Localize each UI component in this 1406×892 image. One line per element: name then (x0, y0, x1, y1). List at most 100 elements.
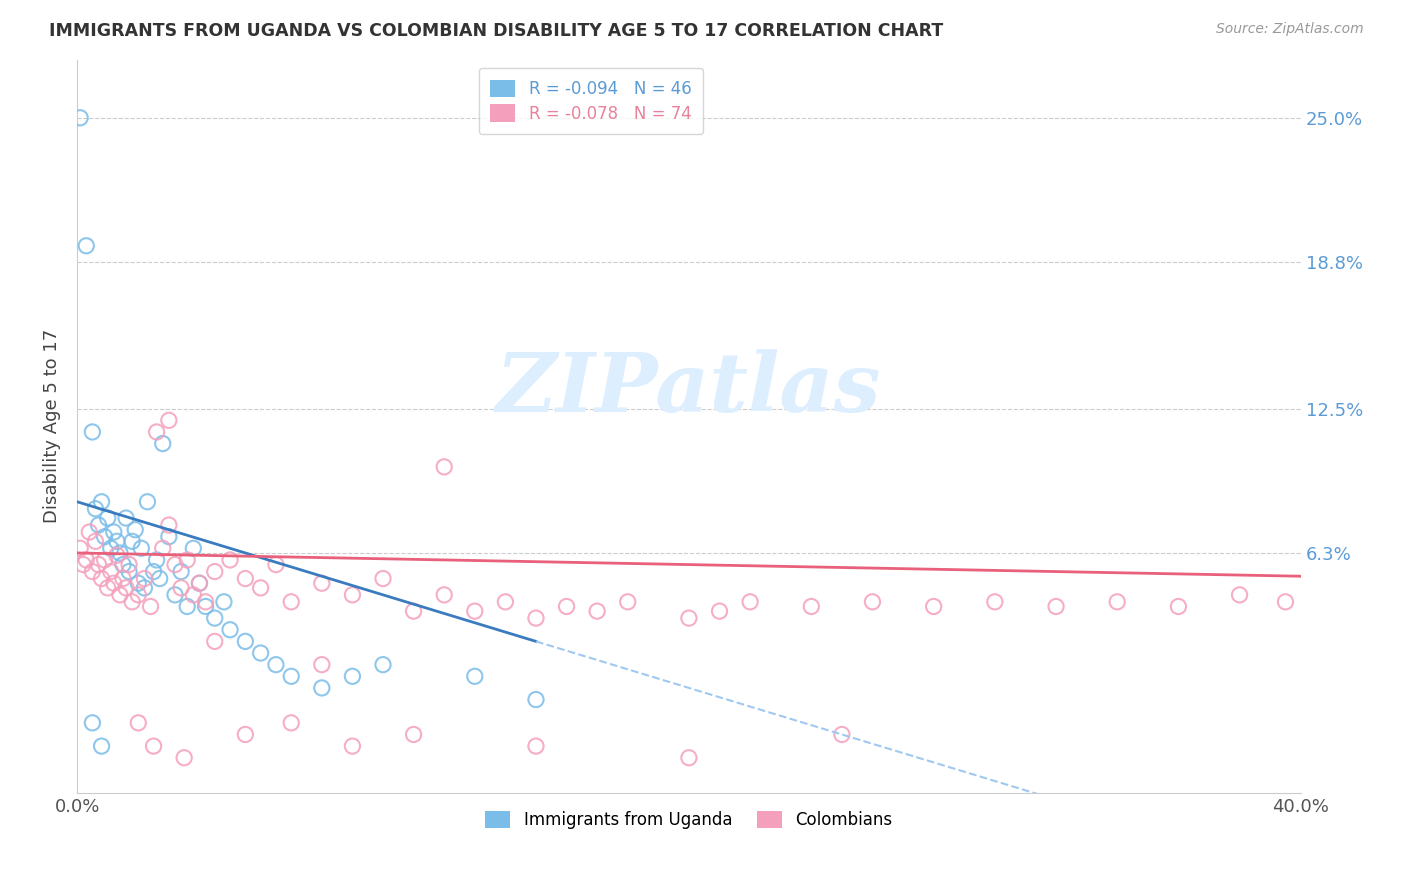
Point (235, 727, 257, 741)
Point (115, 511, 138, 525)
Point (170, 581, 193, 595)
Point (204, 611, 226, 625)
Point (152, 436, 174, 450)
Point (249, 581, 271, 595)
Point (90, 739, 112, 753)
Point (342, 739, 364, 753)
Point (555, 599, 578, 614)
Point (87, 518, 110, 533)
Point (342, 669, 364, 683)
Point (105, 534, 128, 549)
Point (204, 565, 226, 579)
Point (72, 558, 94, 572)
Point (163, 558, 186, 572)
Point (152, 541, 174, 556)
Point (121, 534, 143, 549)
Point (280, 595, 302, 609)
Point (219, 623, 242, 637)
Point (1229, 588, 1251, 602)
Point (922, 599, 945, 614)
Point (131, 541, 153, 556)
Point (170, 565, 193, 579)
Point (176, 599, 198, 614)
Point (311, 681, 333, 695)
Legend: Immigrants from Uganda, Colombians: Immigrants from Uganda, Colombians (478, 804, 900, 836)
Point (108, 588, 131, 602)
Point (139, 599, 162, 614)
Point (219, 553, 242, 567)
Point (188, 576, 211, 591)
Point (84, 534, 107, 549)
Point (103, 576, 125, 591)
Point (524, 692, 547, 706)
Point (176, 553, 198, 567)
Point (194, 595, 217, 609)
Point (616, 595, 638, 609)
Point (264, 558, 287, 572)
Point (433, 588, 456, 602)
Point (280, 715, 302, 730)
Point (115, 581, 138, 595)
Point (678, 750, 700, 764)
Point (145, 425, 167, 439)
Point (82, 565, 104, 579)
Point (103, 524, 125, 539)
Point (127, 715, 149, 730)
Point (157, 413, 180, 427)
Point (157, 518, 180, 533)
Point (87, 558, 110, 572)
Point (1107, 595, 1129, 609)
Point (740, 595, 762, 609)
Point (142, 565, 165, 579)
Point (464, 604, 486, 618)
Point (136, 495, 159, 509)
Point (84, 501, 107, 516)
Point (371, 657, 394, 672)
Point (163, 588, 186, 602)
Point (145, 553, 167, 567)
Point (342, 588, 364, 602)
Point (524, 611, 547, 625)
Point (118, 565, 141, 579)
Point (204, 634, 226, 648)
Point (311, 576, 333, 591)
Point (311, 657, 333, 672)
Point (212, 595, 235, 609)
Point (118, 558, 141, 572)
Point (93, 553, 115, 567)
Point (173, 750, 195, 764)
Text: ZIPatlas: ZIPatlas (496, 350, 882, 429)
Point (108, 546, 131, 560)
Point (1274, 595, 1296, 609)
Point (142, 739, 165, 753)
Point (188, 576, 211, 591)
Point (90, 495, 112, 509)
Point (75, 553, 97, 567)
Point (194, 599, 217, 614)
Text: IMMIGRANTS FROM UGANDA VS COLOMBIAN DISABILITY AGE 5 TO 17 CORRELATION CHART: IMMIGRANTS FROM UGANDA VS COLOMBIAN DISA… (49, 22, 943, 40)
Point (127, 588, 149, 602)
Point (678, 611, 700, 625)
Point (709, 604, 731, 618)
Text: Source: ZipAtlas.com: Source: ZipAtlas.com (1216, 22, 1364, 37)
Point (124, 523, 146, 537)
Point (402, 727, 425, 741)
Point (82, 715, 104, 730)
Point (97, 511, 120, 525)
Point (82, 425, 104, 439)
Point (402, 604, 425, 618)
Point (586, 604, 609, 618)
Point (90, 572, 112, 586)
Point (183, 541, 205, 556)
Point (862, 595, 884, 609)
Point (800, 599, 823, 614)
Point (79, 524, 101, 539)
Point (1167, 599, 1189, 614)
Point (1045, 599, 1067, 614)
Point (93, 530, 115, 544)
Point (100, 541, 122, 556)
Point (97, 581, 120, 595)
Point (183, 588, 205, 602)
Point (69, 541, 91, 556)
Point (111, 572, 134, 586)
